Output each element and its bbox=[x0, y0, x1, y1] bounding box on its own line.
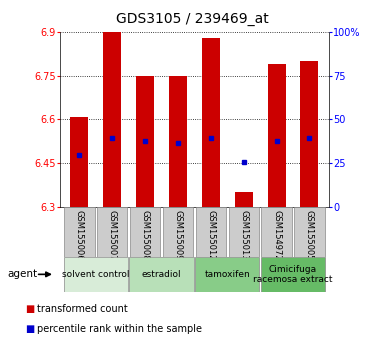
FancyBboxPatch shape bbox=[97, 207, 127, 257]
Text: solvent control: solvent control bbox=[62, 270, 130, 279]
FancyBboxPatch shape bbox=[295, 207, 325, 257]
FancyBboxPatch shape bbox=[195, 257, 259, 292]
Text: GSM155005: GSM155005 bbox=[305, 210, 314, 260]
Bar bbox=[169, 76, 187, 207]
FancyBboxPatch shape bbox=[261, 207, 292, 257]
FancyBboxPatch shape bbox=[129, 257, 194, 292]
Bar bbox=[136, 76, 154, 207]
Text: ■: ■ bbox=[25, 304, 34, 314]
Text: ■: ■ bbox=[25, 324, 34, 333]
Text: GSM155006: GSM155006 bbox=[75, 210, 84, 260]
FancyBboxPatch shape bbox=[163, 207, 193, 257]
Bar bbox=[70, 116, 89, 207]
FancyBboxPatch shape bbox=[261, 257, 325, 292]
Text: GDS3105 / 239469_at: GDS3105 / 239469_at bbox=[116, 12, 269, 27]
FancyBboxPatch shape bbox=[64, 257, 128, 292]
Text: estradiol: estradiol bbox=[142, 270, 181, 279]
Bar bbox=[235, 193, 253, 207]
Bar bbox=[103, 32, 121, 207]
FancyBboxPatch shape bbox=[130, 207, 160, 257]
Bar bbox=[268, 64, 286, 207]
Text: agent: agent bbox=[8, 269, 38, 279]
Text: Cimicifuga
racemosa extract: Cimicifuga racemosa extract bbox=[253, 265, 333, 284]
Text: GSM155012: GSM155012 bbox=[206, 210, 215, 260]
Bar bbox=[300, 61, 318, 207]
Bar bbox=[202, 38, 220, 207]
FancyBboxPatch shape bbox=[64, 207, 94, 257]
FancyBboxPatch shape bbox=[196, 207, 226, 257]
Text: GSM155013: GSM155013 bbox=[239, 210, 248, 260]
FancyBboxPatch shape bbox=[229, 207, 259, 257]
Text: GSM155009: GSM155009 bbox=[174, 210, 182, 260]
Text: GSM155007: GSM155007 bbox=[108, 210, 117, 260]
Text: GSM154972: GSM154972 bbox=[272, 210, 281, 260]
Text: percentile rank within the sample: percentile rank within the sample bbox=[37, 324, 202, 333]
Text: tamoxifen: tamoxifen bbox=[204, 270, 250, 279]
Text: GSM155008: GSM155008 bbox=[141, 210, 150, 260]
Text: transformed count: transformed count bbox=[37, 304, 127, 314]
